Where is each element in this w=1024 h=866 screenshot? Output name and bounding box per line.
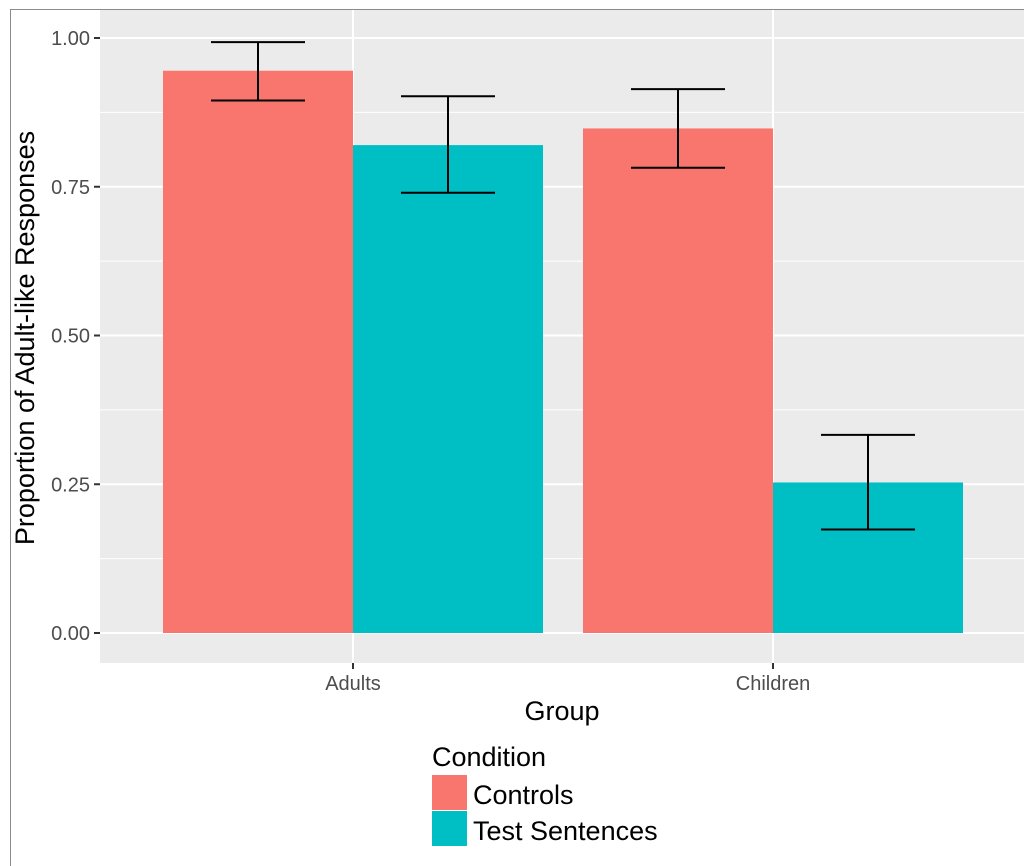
error-bar	[821, 433, 915, 531]
x-tick-label: Adults	[325, 673, 381, 695]
bar-children-controls	[583, 128, 773, 633]
y-axis-title: Proportion of Adult-like Responses	[10, 131, 40, 545]
y-tick-label: 1.00	[51, 28, 90, 50]
bar-adults-test-sentences	[353, 145, 543, 633]
y-tick-label: 0.50	[51, 326, 90, 348]
error-bars	[211, 41, 915, 531]
legend-title: Condition	[432, 742, 546, 772]
legend-swatch	[432, 775, 467, 810]
legend: Condition Controls Test Sentences	[432, 742, 658, 846]
legend-item: Controls	[432, 775, 574, 810]
error-bar	[211, 41, 305, 102]
legend-item: Test Sentences	[432, 811, 658, 846]
x-axis: Adults Children	[325, 663, 810, 695]
y-tick-label: 0.75	[51, 177, 90, 199]
legend-label: Controls	[473, 780, 574, 810]
legend-items: Controls Test Sentences	[432, 775, 658, 846]
y-tick-label: 0.00	[51, 623, 90, 645]
legend-label: Test Sentences	[473, 816, 658, 846]
error-bar	[631, 88, 725, 169]
bars	[163, 70, 963, 634]
y-axis: 0.00 0.25 0.50 0.75 1.00	[51, 28, 100, 645]
bar-adults-controls	[163, 70, 353, 634]
x-tick-label: Children	[736, 673, 810, 695]
error-bar	[401, 95, 495, 194]
x-axis-title: Group	[524, 696, 599, 726]
y-tick-label: 0.25	[51, 474, 90, 496]
legend-swatch	[432, 811, 467, 846]
